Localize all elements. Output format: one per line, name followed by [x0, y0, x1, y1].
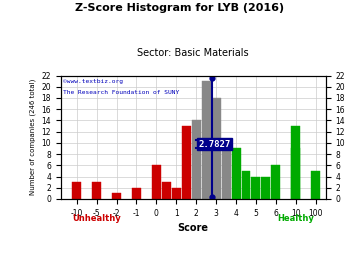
Bar: [182, 126, 191, 199]
Bar: [231, 148, 240, 199]
Bar: [162, 182, 171, 199]
X-axis label: Score: Score: [178, 223, 209, 233]
Bar: [192, 120, 201, 199]
Bar: [261, 177, 270, 199]
Text: 2.7827: 2.7827: [198, 140, 230, 149]
Text: ©www.textbiz.org: ©www.textbiz.org: [63, 79, 123, 84]
Bar: [291, 126, 300, 199]
Bar: [152, 165, 161, 199]
Text: Unhealthy: Unhealthy: [72, 214, 121, 224]
Bar: [92, 182, 101, 199]
Bar: [112, 193, 121, 199]
Bar: [291, 148, 300, 199]
Bar: [72, 182, 81, 199]
Bar: [202, 81, 211, 199]
Bar: [172, 188, 181, 199]
Text: Z-Score Histogram for LYB (2016): Z-Score Histogram for LYB (2016): [76, 3, 284, 13]
Bar: [132, 188, 141, 199]
Bar: [242, 171, 251, 199]
Bar: [271, 165, 280, 199]
Text: Healthy: Healthy: [277, 214, 314, 224]
Bar: [311, 171, 320, 199]
Title: Sector: Basic Materials: Sector: Basic Materials: [138, 48, 249, 58]
Y-axis label: Number of companies (246 total): Number of companies (246 total): [30, 79, 36, 195]
Bar: [222, 148, 230, 199]
Text: The Research Foundation of SUNY: The Research Foundation of SUNY: [63, 90, 180, 95]
Bar: [252, 177, 260, 199]
Bar: [212, 98, 221, 199]
